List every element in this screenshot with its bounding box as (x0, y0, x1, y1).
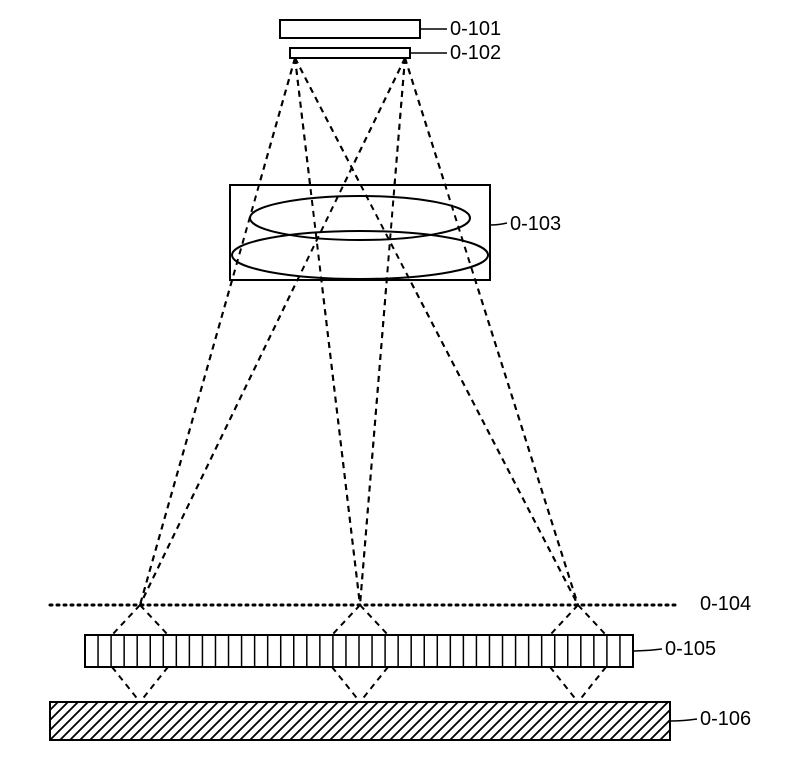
label-0-102: 0-102 (450, 42, 501, 65)
label-0-105: 0-105 (665, 638, 716, 661)
label-0-104: 0-104 (700, 593, 751, 616)
label-0-106: 0-106 (700, 708, 751, 731)
label-0-103: 0-103 (510, 213, 561, 236)
label-0-101: 0-101 (450, 18, 501, 41)
